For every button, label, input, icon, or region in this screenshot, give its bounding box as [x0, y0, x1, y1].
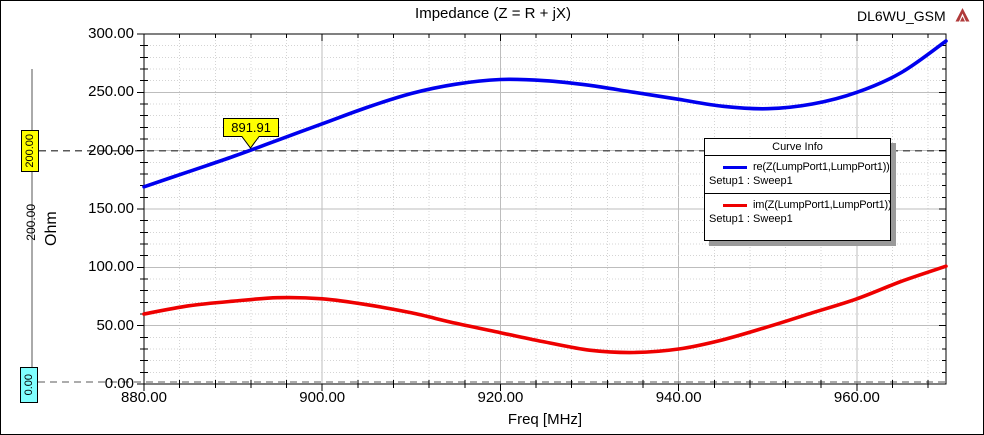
y-marker-low[interactable]: 0.00	[20, 367, 38, 403]
x-tick-label: 920.00	[477, 389, 524, 406]
x-tick-label: 940.00	[655, 389, 702, 406]
x-tick-label: 880.00	[121, 389, 167, 406]
y-marker-high[interactable]: 200.00	[21, 129, 39, 172]
y-tick-label: 150.00	[88, 200, 134, 217]
im-curve-swatch-icon	[723, 203, 747, 207]
y-marker-high-label: 200.00	[24, 133, 36, 168]
legend[interactable]: Curve Info re(Z(LumpPort1,LumpPort1)) Se…	[704, 138, 892, 241]
x-marker-label[interactable]: 891.91	[223, 118, 280, 137]
legend-separator	[705, 193, 890, 194]
legend-entry-re[interactable]: re(Z(LumpPort1,LumpPort1)) Setup1 : Swee…	[705, 156, 890, 193]
project-name: DL6WU_GSM	[857, 8, 946, 24]
x-tick-label: 900.00	[299, 389, 346, 406]
im-curve-sublabel: Setup1 : Sweep1	[709, 213, 793, 225]
y-axis-title: Ohm	[43, 211, 60, 246]
re-curve-label: re(Z(LumpPort1,LumpPort1))	[753, 161, 890, 173]
y-tick-label: 200.00	[88, 141, 134, 159]
x-tick-label: 960.00	[833, 389, 880, 406]
ruler-delta-label: 200.00	[24, 203, 38, 241]
x-axis-title: Freq [MHz]	[507, 411, 583, 428]
im-impedance-curve	[142, 264, 948, 355]
y-tick-label: 300.00	[88, 25, 134, 42]
y-tick-label: 250.00	[88, 83, 134, 101]
y-tick-label: 100.00	[88, 258, 134, 276]
legend-title: Curve Info	[705, 139, 890, 156]
ansoft-triangle-icon	[955, 8, 970, 22]
im-curve-label: im(Z(LumpPort1,LumpPort1))	[753, 199, 892, 211]
re-curve-sublabel: Setup1 : Sweep1	[709, 175, 793, 187]
y-tick-label: 0.00	[104, 375, 134, 392]
x-marker-pointer-icon	[240, 136, 260, 149]
re-impedance-curve	[142, 39, 948, 189]
y-tick-label: 50.00	[96, 316, 134, 334]
legend-entry-im[interactable]: im(Z(LumpPort1,LumpPort1)) Setup1 : Swee…	[705, 194, 892, 231]
re-curve-swatch-icon	[723, 165, 747, 169]
y-marker-low-label: 0.00	[23, 374, 35, 396]
plot-title: Impedance (Z = R + jX)	[415, 5, 571, 22]
